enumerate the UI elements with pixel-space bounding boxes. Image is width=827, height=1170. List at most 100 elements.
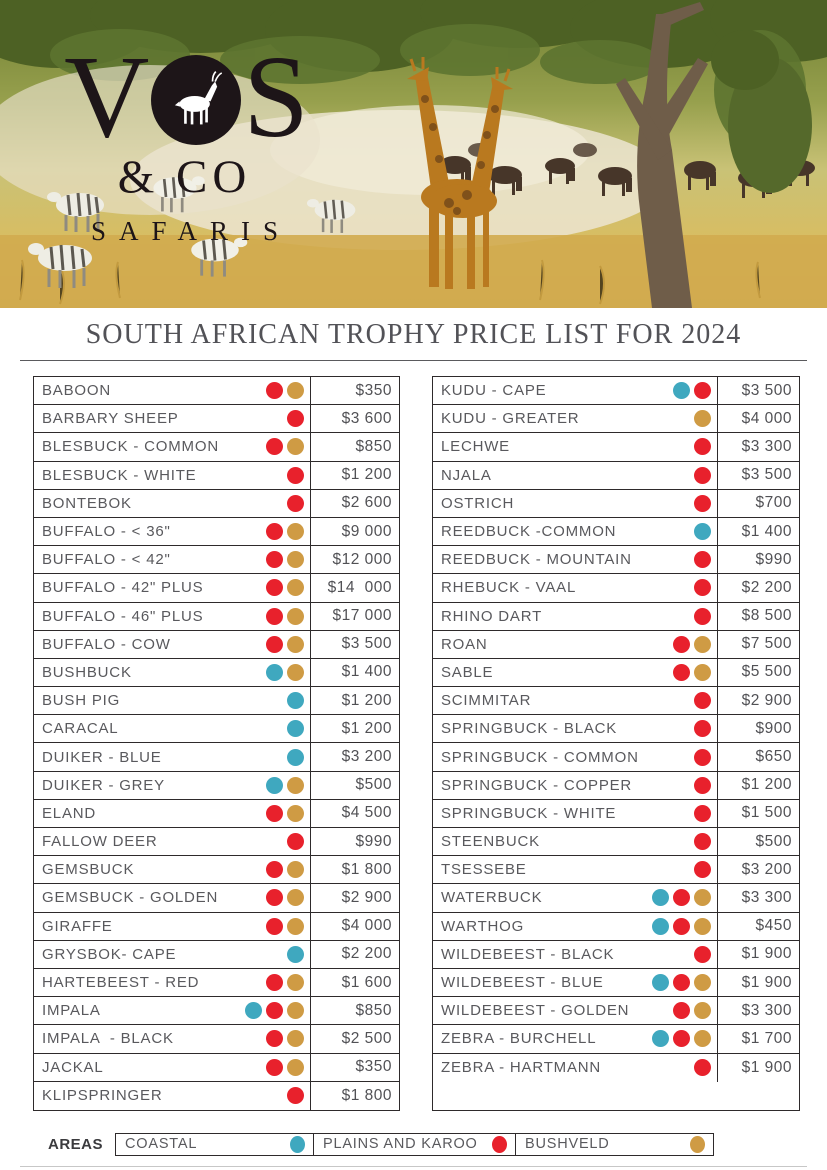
animal-price-cell: $2 500 — [310, 1025, 399, 1053]
animal-name: SPRINGBUCK - WHITE — [441, 804, 617, 822]
coastal-dot — [287, 720, 304, 738]
table-row: BUSH PIG $1 200 — [34, 687, 399, 716]
animal-name-cell: WILDEBEEST - BLACK — [433, 941, 717, 968]
bushveld-dot — [694, 410, 711, 428]
area-dots — [694, 494, 711, 512]
animal-price-cell: $1 600 — [310, 968, 399, 997]
bushveld-dot — [694, 1002, 711, 1020]
bushveld-dot — [287, 1002, 304, 1020]
animal-name-cell: RHEBUCK - VAAL — [433, 574, 717, 601]
price-tables: BABOON $350 BARBARY SHEEP $3 600 BLESBUC… — [33, 376, 827, 1111]
animal-name-cell: HARTEBEEST - RED — [34, 969, 310, 996]
area-dots — [673, 1002, 711, 1020]
animal-price-cell: $350 — [310, 377, 399, 405]
animal-price: $500 — [355, 776, 392, 794]
animal-name-cell: SPRINGBUCK - COMMON — [433, 743, 717, 770]
animal-price-cell: $1 200 — [310, 687, 399, 715]
plains-and-karoo-dot — [266, 889, 283, 907]
table-row: ELAND $4 500 — [34, 799, 399, 828]
table-row: BARBARY SHEEP $3 600 — [34, 405, 399, 434]
table-row: SABLE $5 500 — [433, 658, 799, 688]
area-dots — [694, 579, 711, 597]
plains-and-karoo-dot — [673, 1030, 690, 1048]
table-row: SCIMMITAR $2 900 — [433, 687, 799, 716]
area-dots — [266, 889, 304, 907]
plains-and-karoo-dot — [694, 494, 711, 512]
bushveld-dot — [690, 1135, 705, 1153]
animal-name-cell: ZEBRA - HARTMANN — [433, 1054, 717, 1082]
animal-price: $1 800 — [341, 1086, 392, 1104]
area-dots — [694, 466, 711, 484]
animal-name: BLESBUCK - COMMON — [42, 438, 219, 456]
area-dots — [673, 663, 711, 681]
animal-price: $850 — [355, 437, 392, 455]
area-dots — [694, 804, 711, 822]
area-dots — [287, 494, 304, 512]
animal-name-cell: BLESBUCK - COMMON — [34, 433, 310, 460]
area-dots — [694, 551, 711, 569]
area-dots — [694, 523, 711, 541]
title-bar: SOUTH AFRICAN TROPHY PRICE LIST FOR 2024 — [0, 308, 827, 361]
animal-name-cell: LECHWE — [433, 433, 717, 460]
animal-price-cell: $1 800 — [310, 1081, 399, 1110]
plains-and-karoo-dot — [266, 974, 283, 992]
plains-and-karoo-dot — [694, 607, 711, 625]
bushveld-dot — [287, 804, 304, 822]
coastal-dot — [652, 1030, 669, 1048]
animal-name-cell: SCIMMITAR — [433, 687, 717, 714]
animal-price: $990 — [355, 832, 392, 850]
animal-name-cell: TSESSEBE — [433, 856, 717, 883]
table-row: GEMSBUCK $1 800 — [34, 856, 399, 885]
table-row: FALLOW DEER $990 — [34, 828, 399, 857]
animal-name: JACKAL — [42, 1058, 104, 1076]
table-row: IMPALA $850 — [34, 997, 399, 1026]
table-row: CARACAL $1 200 — [34, 715, 399, 744]
area-dots — [694, 720, 711, 738]
legend-label: BUSHVELD — [525, 1136, 610, 1153]
animal-name: CARACAL — [42, 720, 119, 738]
legend-item-coastal: COASTAL — [116, 1133, 314, 1155]
brand-logo: V — [52, 38, 317, 247]
coastal-dot — [245, 1002, 262, 1020]
animal-name-cell: BUFFALO - < 42" — [34, 546, 310, 573]
plains-and-karoo-dot — [694, 438, 711, 456]
area-dots — [266, 861, 304, 879]
animal-name: BONTEBOK — [42, 494, 132, 512]
plains-and-karoo-dot — [287, 466, 304, 484]
area-dots — [266, 635, 304, 653]
table-row: KUDU - CAPE $3 500 — [433, 377, 799, 406]
coastal-dot — [287, 748, 304, 766]
table-row: JACKAL $350 — [34, 1053, 399, 1082]
title-divider — [20, 360, 807, 361]
area-dots — [694, 692, 711, 710]
table-row: BUFFALO - COW $3 500 — [34, 630, 399, 659]
animal-name-cell: WATERBUCK — [433, 884, 717, 911]
table-row: STEENBUCK $500 — [433, 828, 799, 857]
animal-name: SPRINGBUCK - BLACK — [441, 720, 618, 738]
area-dots — [266, 776, 304, 794]
bushveld-dot — [287, 438, 304, 456]
bushveld-dot — [287, 382, 304, 400]
animal-name-cell: SPRINGBUCK - WHITE — [433, 800, 717, 827]
animal-price-cell: $3 500 — [717, 461, 799, 489]
legend-item-plains-and-karoo: PLAINS AND KAROO — [314, 1133, 516, 1155]
plains-and-karoo-dot — [694, 776, 711, 794]
bottom-divider — [20, 1166, 807, 1167]
plains-and-karoo-dot — [287, 833, 304, 851]
table-row: NJALA $3 500 — [433, 461, 799, 490]
table-row: BUFFALO - 42" PLUS $14 000 — [34, 574, 399, 603]
plains-and-karoo-dot — [694, 551, 711, 569]
animal-price-cell: $900 — [717, 715, 799, 743]
animal-name-cell: IMPALA — [34, 997, 310, 1024]
area-dots — [694, 776, 711, 794]
animal-name-cell: WILDEBEEST - GOLDEN — [433, 997, 717, 1024]
animal-name: FALLOW DEER — [42, 833, 158, 851]
animal-name: GEMSBUCK - GOLDEN — [42, 889, 219, 907]
plains-and-karoo-dot — [287, 494, 304, 512]
legend-box: COASTAL PLAINS AND KAROO BUSHVELD — [115, 1132, 714, 1156]
plains-and-karoo-dot — [673, 1002, 690, 1020]
animal-name: WILDEBEEST - GOLDEN — [441, 1002, 630, 1020]
area-dots — [266, 974, 304, 992]
animal-name-cell: BARBARY SHEEP — [34, 405, 310, 432]
animal-price: $1 500 — [741, 804, 792, 822]
